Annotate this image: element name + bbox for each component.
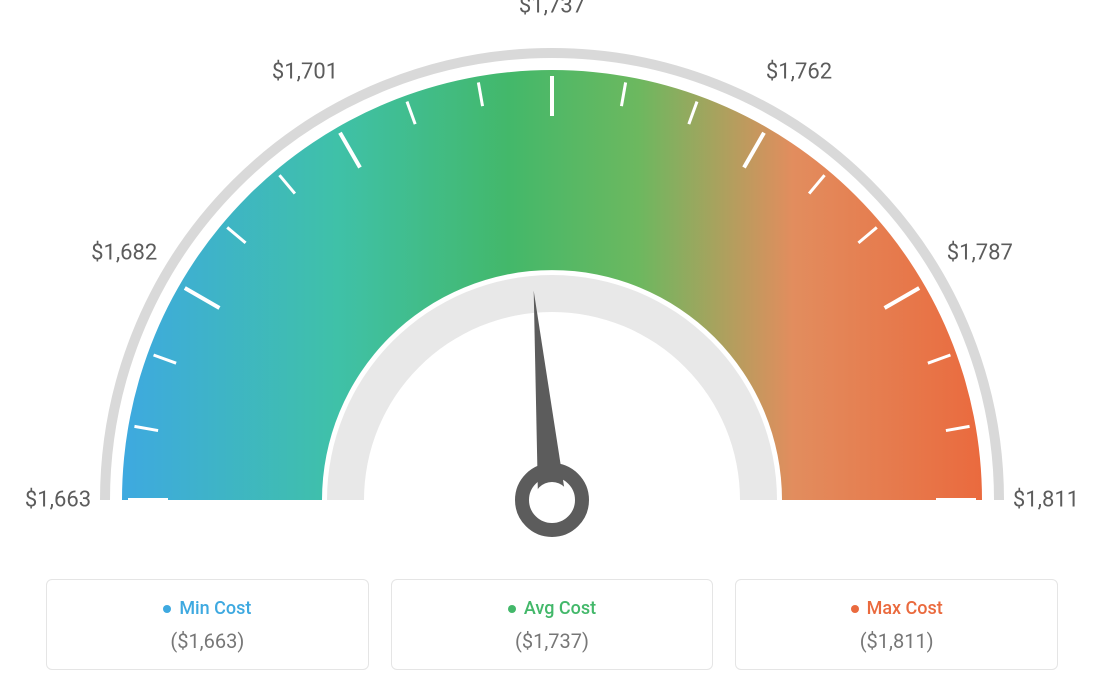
avg-value: ($1,737) [392, 629, 713, 653]
min-label: Min Cost [179, 598, 251, 619]
gauge-tick-label: $1,811 [1013, 488, 1079, 513]
gauge-tick-label: $1,701 [272, 60, 338, 85]
avg-dot-icon [508, 605, 516, 613]
avg-cost-card: Avg Cost ($1,737) [391, 579, 714, 671]
avg-cost-title: Avg Cost [508, 598, 596, 619]
max-cost-card: Max Cost ($1,811) [735, 579, 1058, 671]
gauge-tick-label: $1,762 [766, 60, 832, 85]
min-value: ($1,663) [47, 629, 368, 653]
max-value: ($1,811) [736, 629, 1057, 653]
gauge-svg [0, 0, 1104, 555]
gauge-tick-label: $1,682 [91, 241, 157, 266]
gauge-tick-label: $1,663 [25, 488, 91, 513]
max-dot-icon [851, 605, 859, 613]
max-label: Max Cost [867, 598, 943, 619]
summary-cards: Min Cost ($1,663) Avg Cost ($1,737) Max … [0, 579, 1104, 671]
avg-label: Avg Cost [524, 598, 596, 619]
min-cost-card: Min Cost ($1,663) [46, 579, 369, 671]
min-dot-icon [163, 605, 171, 613]
gauge-chart: $1,663 $1,682 $1,701 $1,737 $1,762 $1,787 $1,8… [0, 0, 1104, 555]
gauge-tick-label: $1,737 [519, 0, 585, 19]
gauge-tick-label: $1,787 [947, 241, 1013, 266]
min-cost-title: Min Cost [163, 598, 251, 619]
max-cost-title: Max Cost [851, 598, 943, 619]
